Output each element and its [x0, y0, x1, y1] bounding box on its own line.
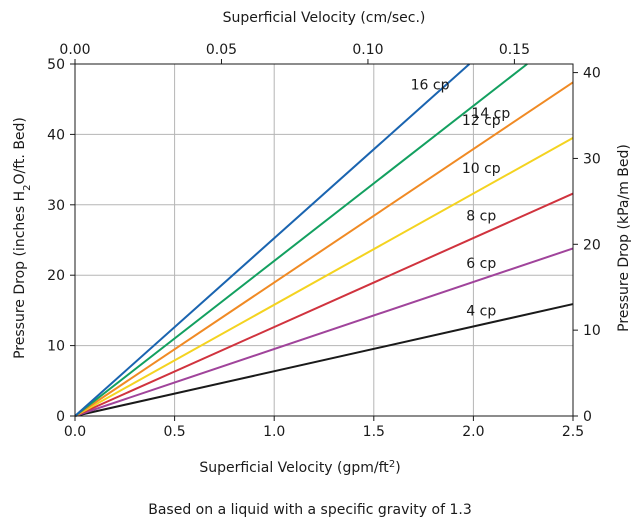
x-tick-label: 1.5 — [363, 424, 385, 440]
y-right-tick-label: 10 — [583, 323, 601, 339]
series-line — [74, 63, 528, 417]
series-line — [74, 137, 574, 417]
y-tick-label: 40 — [47, 127, 65, 143]
y-right-tick-label: 0 — [583, 409, 592, 425]
y-right-tick-label: 30 — [583, 151, 601, 167]
x-tick-label: 2.0 — [462, 424, 484, 440]
x-tick-label: 1.0 — [263, 424, 285, 440]
x-axis-title-superscript: 2 — [389, 459, 395, 470]
series-label: 10 cp — [462, 161, 501, 177]
series-label: 8 cp — [466, 209, 496, 225]
series-line — [74, 247, 574, 417]
x-tick-label: 2.5 — [562, 424, 584, 440]
y-axis-title: Pressure Drop (inches H2O/ft. Bed) — [12, 117, 33, 359]
series-line — [74, 303, 574, 417]
y-right-tick-label: 40 — [583, 66, 601, 82]
series-line — [74, 81, 574, 417]
y-tick-label: 20 — [47, 268, 65, 284]
series-label: 14 cp — [471, 106, 510, 122]
series-label: 6 cp — [466, 256, 496, 272]
series-label: 4 cp — [466, 304, 496, 320]
series-label: 12 cp — [462, 113, 501, 129]
y-tick-label: 50 — [47, 57, 65, 73]
x-axis-top-title: Superficial Velocity (cm/sec.) — [223, 10, 426, 26]
y-tick-label: 0 — [56, 409, 65, 425]
x-top-tick-label: 0.05 — [206, 42, 237, 58]
grid — [75, 64, 573, 416]
series-line — [74, 63, 471, 417]
x-axis-title: Superficial Velocity (gpm/ft2) — [199, 459, 400, 477]
y-right-tick-label: 20 — [583, 237, 601, 253]
series-line — [74, 192, 574, 417]
y-axis-right-title: Pressure Drop (kPa/m Bed) — [616, 144, 632, 332]
x-top-tick-label: 0.15 — [499, 42, 530, 58]
series-label: 16 cp — [411, 77, 450, 93]
y-tick-label: 10 — [47, 339, 65, 355]
plot-frame — [74, 63, 574, 417]
x-top-tick-label: 0.00 — [59, 42, 90, 58]
chart-caption: Based on a liquid with a specific gravit… — [148, 502, 471, 518]
x-tick-label: 0.0 — [64, 424, 86, 440]
y-axis-title-rest: O/ft. Bed) — [12, 117, 28, 184]
y-axis-title-subscript: 2 — [22, 184, 33, 190]
x-tick-label: 0.5 — [163, 424, 185, 440]
y-axis-title-text: Pressure Drop (inches H — [12, 191, 28, 359]
x-axis-title-close: ) — [395, 460, 400, 476]
x-top-tick-label: 0.10 — [352, 42, 383, 58]
x-axis-title-text: Superficial Velocity (gpm/ft — [199, 460, 389, 476]
series-lines — [74, 63, 574, 417]
y-tick-label: 30 — [47, 198, 65, 214]
